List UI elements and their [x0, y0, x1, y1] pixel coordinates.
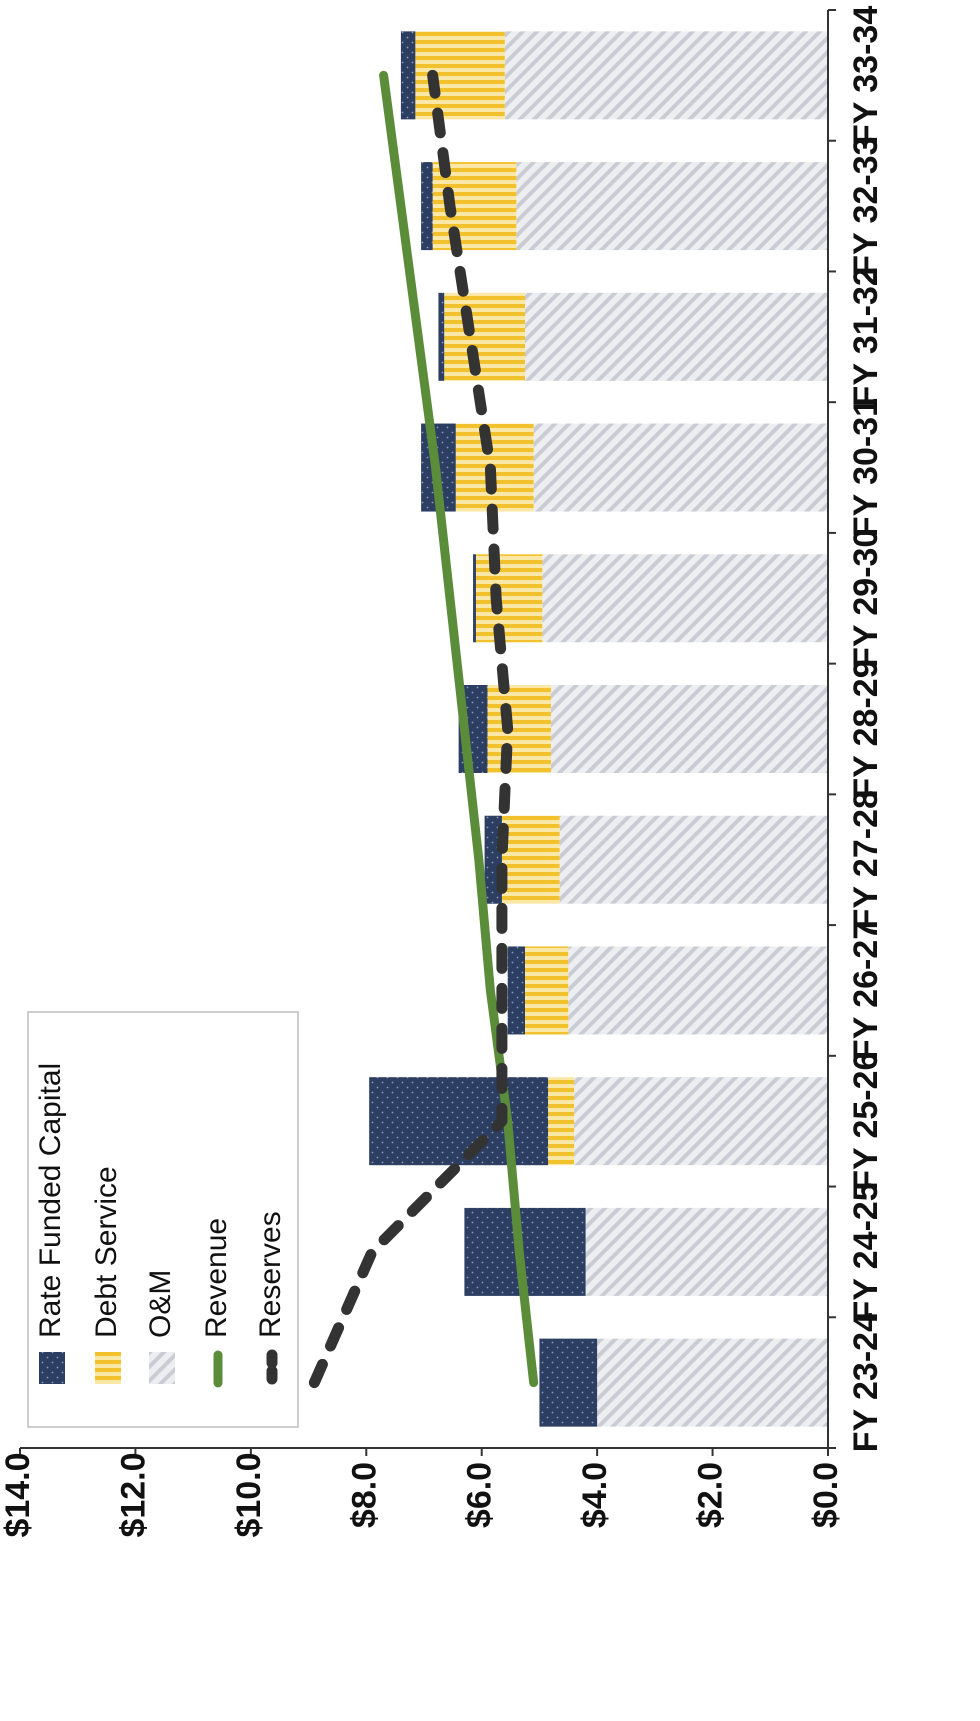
category-label-fy-26-27: FY 26-27	[847, 921, 885, 1060]
bar-rate-funded-capital-fy-33-34	[400, 31, 416, 120]
value-tick-label: $6.0	[461, 1462, 499, 1528]
bar-debt-service-fy-25-26	[548, 1077, 575, 1166]
bar-o-m-fy-25-26	[574, 1077, 828, 1166]
category-label-fy-23-24: FY 23-24	[847, 1313, 885, 1452]
bar-debt-service-fy-27-28	[501, 815, 560, 904]
legend-label-rate-funded-capital: Rate Funded Capital	[34, 1063, 67, 1338]
bar-o-m-fy-24-25	[585, 1207, 828, 1296]
category-label-fy-31-32: FY 31-32	[847, 267, 885, 406]
value-tick-label: $2.0	[692, 1462, 730, 1528]
category-label-fy-27-28: FY 27-28	[847, 790, 885, 929]
bars	[369, 31, 828, 1427]
legend-swatch-debt-service	[95, 1352, 121, 1384]
bar-debt-service-fy-31-32	[444, 292, 525, 381]
category-label-fy-29-30: FY 29-30	[847, 529, 885, 668]
bar-debt-service-fy-26-27	[525, 946, 569, 1035]
category-label-fy-30-31: FY 30-31	[847, 398, 885, 537]
value-tick-label: $8.0	[345, 1462, 383, 1528]
category-label-fy-24-25: FY 24-25	[847, 1182, 885, 1321]
bar-o-m-fy-29-30	[542, 554, 828, 643]
legend-swatch-o-m	[149, 1352, 175, 1384]
bar-o-m-fy-30-31	[533, 423, 828, 512]
bar-rate-funded-capital-fy-26-27	[507, 946, 525, 1035]
bar-o-m-fy-28-29	[550, 685, 828, 773]
value-tick-label: $12.0	[114, 1452, 152, 1537]
category-label-fy-33-34: FY 33-34	[847, 6, 885, 145]
value-tick-label: $10.0	[230, 1452, 268, 1537]
bar-o-m-fy-32-33	[516, 162, 828, 251]
value-tick-label: $0.0	[807, 1462, 845, 1528]
category-label-fy-28-29: FY 28-29	[847, 659, 885, 798]
value-tick-label: $4.0	[576, 1462, 614, 1528]
bar-rate-funded-capital-fy-31-32	[438, 292, 445, 381]
legend-label-revenue: Revenue	[200, 1218, 233, 1338]
legend-swatch-rate-funded-capital	[39, 1352, 65, 1384]
lines	[308, 69, 539, 1389]
category-label-fy-25-26: FY 25-26	[847, 1052, 885, 1191]
legend-label-o-m: O&M	[144, 1270, 177, 1338]
legend-label-reserves: Reserves	[254, 1211, 287, 1338]
line-reserves	[308, 69, 514, 1389]
bar-rate-funded-capital-fy-25-26	[369, 1077, 549, 1166]
bar-o-m-fy-26-27	[568, 946, 828, 1035]
bar-rate-funded-capital-fy-23-24	[539, 1338, 598, 1427]
bar-rate-funded-capital-fy-29-30	[473, 554, 476, 643]
legend-label-debt-service: Debt Service	[90, 1166, 123, 1338]
bar-debt-service-fy-28-29	[487, 685, 551, 773]
value-tick-label: $14.0	[0, 1452, 37, 1537]
bar-o-m-fy-31-32	[525, 292, 828, 381]
bar-debt-service-fy-29-30	[475, 554, 543, 643]
bar-o-m-fy-23-24	[597, 1338, 828, 1427]
bar-rate-funded-capital-fy-32-33	[421, 162, 433, 251]
legend: Rate Funded Capital Debt Service O&M Revenu…	[27, 1011, 299, 1428]
bar-o-m-fy-27-28	[559, 815, 828, 904]
category-label-fy-32-33: FY 32-33	[847, 136, 885, 275]
bar-o-m-fy-33-34	[504, 31, 828, 120]
line-revenue	[379, 70, 539, 1388]
